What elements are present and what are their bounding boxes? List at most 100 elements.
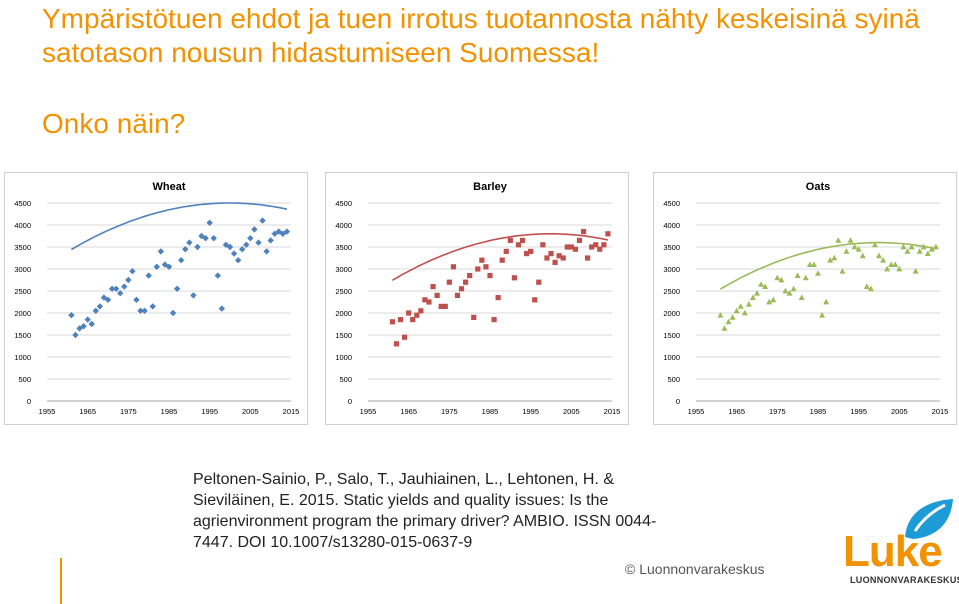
data-point: [880, 257, 887, 263]
y-tick-label: 3000: [663, 265, 680, 274]
data-point: [499, 257, 505, 263]
logo-subtitle: LUONNONVARAKESKUS: [850, 575, 959, 585]
data-point: [871, 241, 878, 248]
data-point: [182, 246, 189, 253]
data-point: [430, 284, 436, 290]
data-point: [153, 263, 160, 270]
data-point: [397, 317, 404, 323]
data-point: [532, 297, 538, 303]
data-point: [855, 246, 862, 252]
data-point: [141, 307, 148, 314]
data-point: [888, 261, 895, 267]
y-tick-label: 2500: [663, 287, 680, 296]
data-point: [251, 226, 258, 233]
trend-line: [70, 202, 288, 251]
data-point: [540, 242, 546, 248]
data-point: [916, 248, 923, 254]
data-point: [450, 264, 456, 270]
data-point: [912, 268, 919, 274]
data-point: [263, 248, 270, 255]
data-point: [487, 273, 493, 279]
data-point: [867, 285, 874, 292]
data-point: [843, 248, 850, 254]
data-point: [835, 237, 842, 243]
data-point: [920, 243, 927, 250]
data-point: [770, 296, 777, 303]
data-point: [393, 341, 400, 347]
data-point: [194, 243, 201, 251]
y-tick-label: 3500: [663, 243, 680, 252]
y-tick-label: 2500: [14, 287, 31, 296]
data-point: [125, 276, 132, 284]
data-point: [810, 261, 817, 267]
data-point: [190, 292, 197, 299]
data-point: [511, 275, 517, 281]
data-point: [426, 299, 432, 305]
data-point: [72, 331, 79, 339]
y-tick-label: 4000: [335, 221, 352, 230]
data-point: [839, 268, 846, 274]
chart-title: Wheat: [153, 181, 186, 193]
data-point: [924, 250, 931, 256]
data-point: [206, 219, 213, 226]
y-tick-label: 1500: [335, 331, 352, 340]
data-point: [548, 251, 554, 257]
y-tick-label: 1000: [14, 353, 31, 362]
x-tick-label: 2015: [932, 407, 949, 416]
data-point: [560, 255, 566, 261]
slide-subhead: Onko näin?: [42, 108, 186, 139]
data-point: [794, 272, 801, 278]
data-point: [515, 242, 522, 248]
data-point: [218, 305, 226, 312]
data-point: [876, 252, 882, 259]
data-point: [585, 255, 591, 261]
data-point: [422, 297, 428, 303]
data-point: [733, 307, 740, 314]
data-point: [475, 266, 481, 272]
x-tick-label: 2015: [283, 407, 300, 416]
y-tick-label: 1500: [14, 331, 31, 340]
data-point: [157, 248, 165, 255]
data-point: [230, 250, 238, 257]
data-point: [847, 237, 854, 243]
x-tick-label: 1995: [522, 407, 539, 416]
data-point: [255, 239, 262, 246]
trend-line: [719, 241, 937, 290]
x-tick-label: 1985: [161, 407, 178, 416]
data-point: [806, 261, 813, 267]
x-tick-label: 1975: [120, 407, 137, 416]
y-tick-label: 3000: [335, 265, 352, 274]
data-point: [259, 217, 266, 224]
data-point: [463, 279, 469, 285]
y-tick-label: 500: [339, 375, 352, 384]
data-point: [145, 272, 152, 279]
data-point: [737, 303, 744, 309]
x-tick-label: 1965: [400, 407, 417, 416]
data-point: [778, 276, 785, 283]
data-point: [544, 255, 550, 261]
y-tick-label: 4500: [663, 199, 680, 208]
data-point: [389, 319, 395, 325]
y-tick-label: 4000: [14, 221, 31, 230]
data-point: [576, 237, 583, 243]
y-tick-label: 1500: [663, 331, 680, 340]
trend-line: [391, 233, 609, 281]
data-point: [754, 290, 760, 296]
chart-title: Barley: [473, 181, 508, 193]
data-point: [108, 285, 116, 292]
data-point: [402, 334, 408, 340]
x-tick-label: 1965: [728, 407, 745, 416]
data-point: [186, 239, 193, 246]
data-point: [896, 265, 903, 272]
x-tick-label: 1975: [441, 407, 458, 416]
data-point: [165, 263, 173, 270]
data-point: [234, 257, 242, 264]
data-point: [239, 246, 246, 253]
x-tick-label: 1955: [39, 407, 56, 416]
data-point: [80, 323, 87, 330]
data-point: [580, 229, 587, 235]
data-point: [410, 317, 416, 323]
data-point: [564, 244, 570, 250]
data-point: [528, 248, 534, 254]
data-point: [717, 312, 724, 318]
